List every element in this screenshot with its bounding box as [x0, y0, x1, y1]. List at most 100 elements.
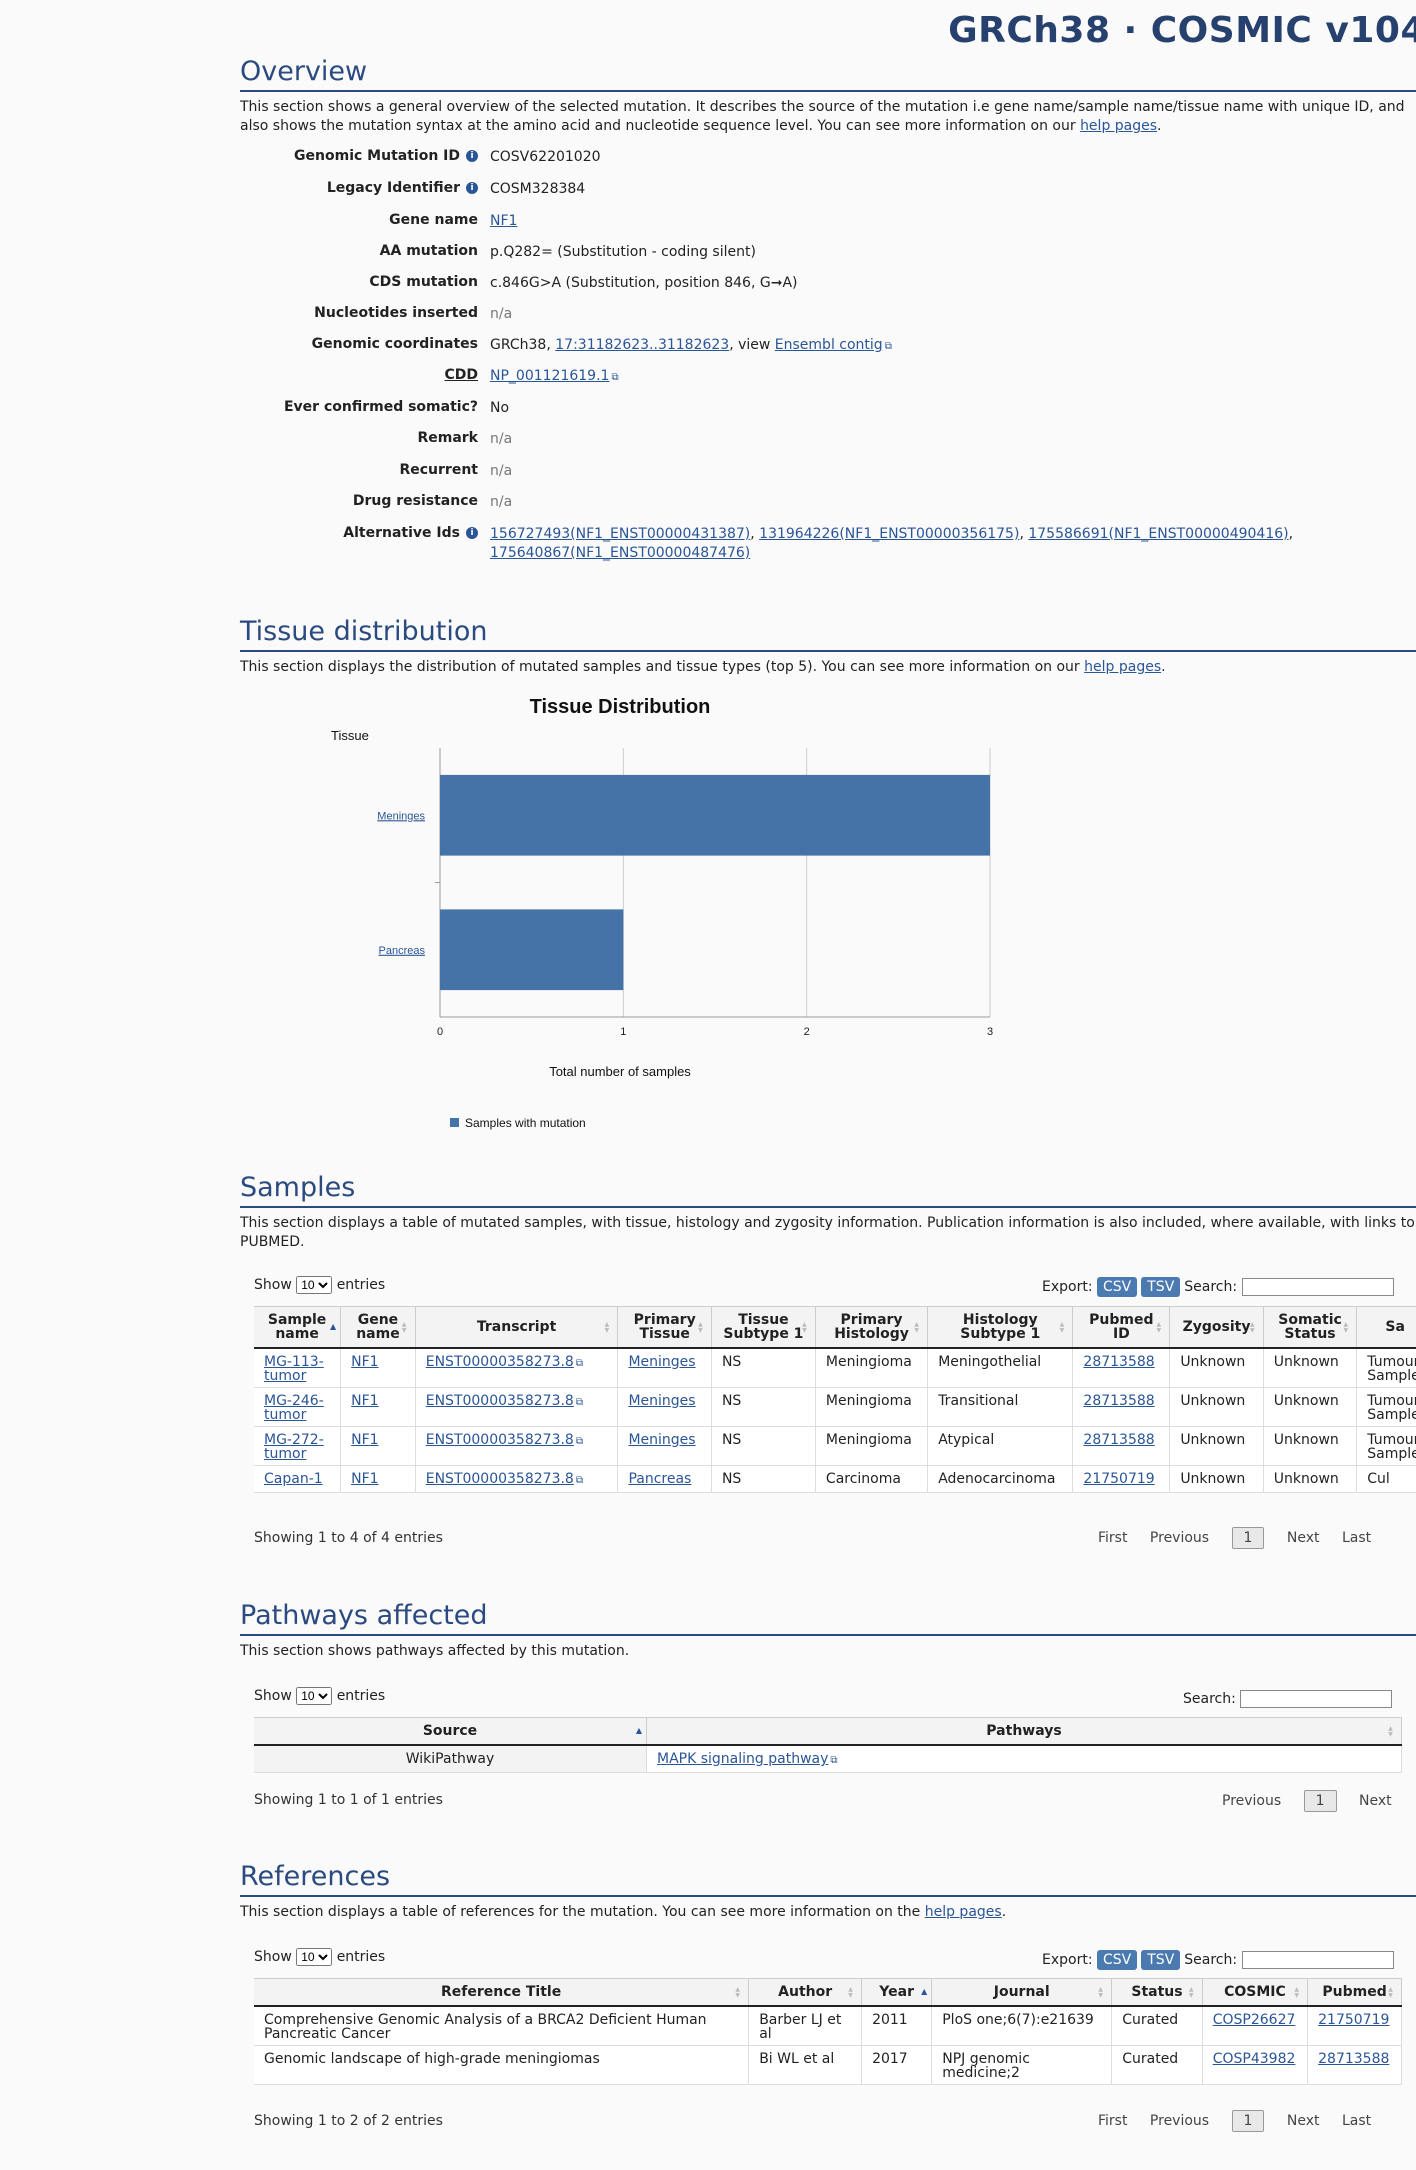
category-label-pancreas: Pancreas: [379, 945, 426, 957]
column-header-sample-name-0[interactable]: Sample name ▲: [254, 1306, 342, 1349]
field-label: Gene name: [389, 212, 478, 228]
tsv-export-button[interactable]: TSV: [1141, 1277, 1181, 1297]
info-icon[interactable]: i: [466, 527, 478, 539]
column-header-transcript-2[interactable]: Transcript ▲▼: [415, 1306, 619, 1349]
column-header-primary-histology-5[interactable]: Primary Histology ▲▼: [815, 1306, 929, 1349]
column-header-gene-name-1[interactable]: Gene name ▲▼: [340, 1306, 416, 1349]
column-header-year-2[interactable]: Year ▲: [861, 1978, 933, 2007]
tsv-export-button[interactable]: TSV: [1141, 1950, 1181, 1970]
cell-link[interactable]: NF1: [351, 1432, 379, 1448]
cell-link[interactable]: MAPK signaling pathway: [657, 1751, 829, 1767]
cell-link[interactable]: NF1: [351, 1471, 379, 1487]
pager-page-1[interactable]: 1: [1231, 2110, 1265, 2132]
column-header-status-4[interactable]: Status ▲▼: [1111, 1978, 1203, 2007]
ensembl-contig-link[interactable]: Ensembl contig: [774, 337, 883, 353]
pager-previous[interactable]: Previous: [1222, 1793, 1282, 1809]
x-tick-label: 3: [987, 1026, 993, 1038]
info-icon[interactable]: i: [466, 150, 478, 162]
cell-link[interactable]: 28713588: [1083, 1393, 1155, 1409]
column-header-cosmic-5[interactable]: COSMIC ▲▼: [1202, 1978, 1309, 2007]
cell-link[interactable]: COSP26627: [1212, 2012, 1296, 2028]
column-header-tissue-subtype-1-4[interactable]: Tissue Subtype 1 ▲▼: [711, 1306, 816, 1349]
pager-previous[interactable]: Previous: [1149, 2113, 1210, 2129]
column-header-label: Journal: [993, 1984, 1050, 2000]
column-header-label: Pubmed: [1322, 1984, 1387, 2000]
column-header-label: Year: [879, 1984, 914, 2000]
cell-link[interactable]: MG-246-tumor: [264, 1393, 324, 1423]
samples-length-select[interactable]: 10: [296, 1276, 333, 1294]
overview-help-link[interactable]: help pages: [1080, 118, 1158, 134]
csv-export-button[interactable]: CSV: [1097, 1950, 1138, 1970]
alternative-id-link[interactable]: 175640867(NF1_ENST00000487476): [490, 545, 751, 561]
cell-link[interactable]: COSP43982: [1212, 2051, 1296, 2067]
tissue-help-link[interactable]: help pages: [1084, 659, 1162, 675]
pager-last[interactable]: Last: [1342, 2113, 1372, 2129]
column-header-pubmed-id-7[interactable]: Pubmed ID ▲▼: [1072, 1306, 1171, 1349]
cell-link[interactable]: 21750719: [1083, 1471, 1155, 1487]
column-header-reference-title-0[interactable]: Reference Title ▲▼: [254, 1978, 750, 2007]
cell-link[interactable]: Meninges: [628, 1432, 696, 1448]
alternative-id-link[interactable]: 156727493(NF1_ENST00000431387): [490, 526, 751, 542]
cell-link[interactable]: MG-272-tumor: [264, 1432, 324, 1462]
cell-link[interactable]: MG-113-tumor: [264, 1354, 324, 1384]
cell-link[interactable]: NF1: [351, 1393, 379, 1409]
references-search-input[interactable]: [1241, 1951, 1394, 1969]
info-icon[interactable]: i: [466, 182, 478, 194]
table-row: Comprehensive Genomic Analysis of a BRCA…: [254, 2006, 1402, 2046]
cell-link[interactable]: ENST00000358273.8: [425, 1471, 574, 1487]
pager-previous[interactable]: Previous: [1149, 1530, 1210, 1546]
column-header-zygosity-8[interactable]: Zygosity ▲▼: [1169, 1306, 1264, 1349]
pager-last[interactable]: Last: [1342, 1530, 1372, 1546]
alternative-id-link[interactable]: 131964226(NF1_ENST00000356175): [759, 526, 1020, 542]
cell-link[interactable]: Capan-1: [264, 1471, 323, 1487]
pager-next[interactable]: Next: [1286, 1530, 1320, 1546]
cell-link[interactable]: 28713588: [1083, 1432, 1155, 1448]
csv-export-button[interactable]: CSV: [1097, 1277, 1138, 1297]
pager-first[interactable]: First: [1098, 1530, 1128, 1546]
references-length-select[interactable]: 10: [296, 1948, 333, 1966]
cell-link[interactable]: ENST00000358273.8: [425, 1432, 574, 1448]
cell-link[interactable]: Meninges: [628, 1393, 696, 1409]
column-header-sa-10[interactable]: Sa▲▼: [1356, 1306, 1416, 1349]
genomic-coordinates-link[interactable]: 17:31182623..31182623: [555, 337, 730, 353]
alternative-id-link[interactable]: 175586691(NF1_ENST00000490416): [1028, 526, 1289, 542]
references-heading: References: [240, 1861, 1416, 1897]
cell-text: Curated: [1122, 2012, 1179, 2028]
samples-search-input[interactable]: [1241, 1278, 1394, 1296]
cell-link[interactable]: NF1: [351, 1354, 379, 1370]
references-help-link[interactable]: help pages: [924, 1904, 1002, 1920]
pager-next[interactable]: Next: [1359, 1793, 1392, 1809]
column-header-pathways-1[interactable]: Pathways ▲▼: [646, 1717, 1402, 1746]
cell-link[interactable]: ENST00000358273.8: [425, 1393, 574, 1409]
column-header-source-0[interactable]: Source ▲: [254, 1717, 647, 1746]
cell-link[interactable]: 21750719: [1318, 2012, 1390, 2028]
pager-page-1[interactable]: 1: [1303, 1790, 1337, 1812]
pathways-search-input[interactable]: [1240, 1690, 1393, 1708]
column-header-pubmed-6[interactable]: Pubmed ▲▼: [1307, 1978, 1402, 2007]
gene-name-link[interactable]: NF1: [490, 213, 518, 229]
column-header-histology-subtype-1-6[interactable]: Histology Subtype 1 ▲▼: [927, 1306, 1074, 1349]
cell-link[interactable]: ENST00000358273.8: [425, 1354, 574, 1370]
cell-link[interactable]: 28713588: [1318, 2051, 1390, 2067]
column-header-primary-tissue-3[interactable]: Primary Tissue ▲▼: [617, 1306, 712, 1349]
pathways-length-select[interactable]: 10: [296, 1687, 333, 1705]
table-cell: Unknown: [1263, 1426, 1358, 1466]
cell-text: Meningioma: [825, 1393, 912, 1409]
cell-link[interactable]: 28713588: [1083, 1354, 1155, 1370]
table-cell: Meninges: [617, 1387, 712, 1427]
cell-text: Genomic landscape of high-grade meningio…: [264, 2051, 600, 2067]
pager-page-1[interactable]: 1: [1231, 1527, 1265, 1549]
cdd-link[interactable]: NP_001121619.1: [490, 368, 610, 384]
column-header-somatic-status-9[interactable]: Somatic Status ▲▼: [1263, 1306, 1358, 1349]
cell-link[interactable]: Meninges: [628, 1354, 696, 1370]
nucleotides-inserted-value: n/a: [490, 306, 513, 322]
cell-link[interactable]: Pancreas: [628, 1471, 692, 1487]
column-header-label: Pubmed ID: [1089, 1312, 1154, 1342]
sort-icon: ▲▼: [913, 1321, 921, 1333]
column-header-journal-3[interactable]: Journal ▲▼: [931, 1978, 1113, 2007]
table-cell: Curated: [1111, 2006, 1203, 2046]
pager-next[interactable]: Next: [1286, 2113, 1320, 2129]
column-header-author-1[interactable]: Author ▲▼: [748, 1978, 863, 2007]
cell-text: Unknown: [1273, 1354, 1339, 1370]
pager-first[interactable]: First: [1098, 2113, 1128, 2129]
